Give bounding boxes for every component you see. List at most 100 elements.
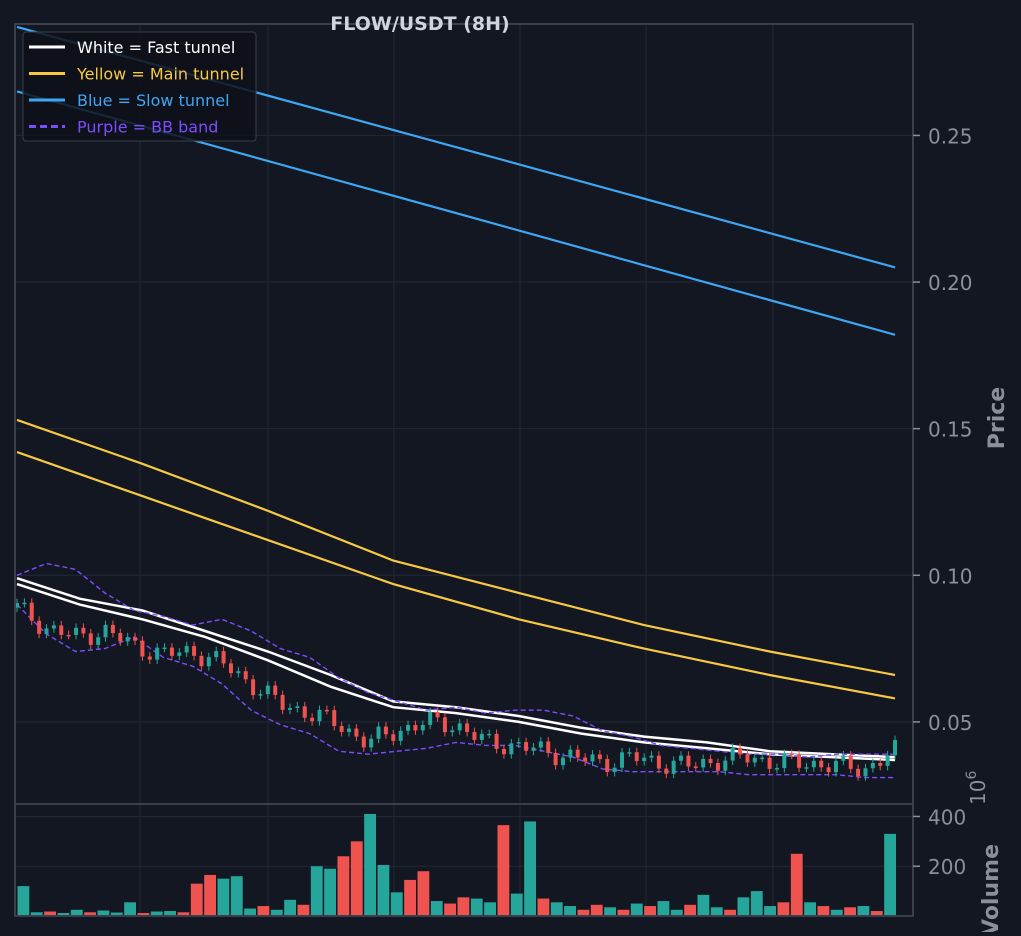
candle-body <box>804 767 809 769</box>
volume-bar <box>350 841 363 916</box>
candle-body <box>354 728 359 737</box>
volume-bar <box>137 913 150 916</box>
candle-body <box>147 656 152 660</box>
candle-body <box>324 709 329 712</box>
candle-body <box>686 755 691 767</box>
candle-body <box>723 760 728 771</box>
candle-body <box>583 757 588 762</box>
candle-body <box>656 755 661 769</box>
volume-bar <box>764 906 776 916</box>
candle-body <box>524 742 529 751</box>
candle-body <box>155 647 160 660</box>
candle-body <box>605 759 610 773</box>
candle-body <box>546 741 551 753</box>
candle-body <box>612 767 617 773</box>
candle-body <box>774 768 779 770</box>
candle-body <box>848 755 853 769</box>
candle-body <box>833 760 838 773</box>
candle-body <box>22 602 27 605</box>
volume-bar <box>590 904 603 916</box>
volume-bar <box>97 910 110 916</box>
candle-body <box>450 730 455 733</box>
candle-body <box>206 657 211 667</box>
volume-bar <box>244 908 256 916</box>
volume-bar <box>630 903 643 916</box>
candle-body <box>413 725 418 731</box>
candle-body <box>553 752 558 766</box>
legend-label-2: Blue = Slow tunnel <box>77 91 230 110</box>
candle-body <box>708 758 713 764</box>
candle-body <box>398 730 403 741</box>
candle-body <box>184 646 189 653</box>
volume-bar <box>724 909 736 916</box>
volume-bars <box>17 813 896 916</box>
candle-body <box>752 757 757 763</box>
candle-body <box>715 763 720 771</box>
volume-bar <box>390 892 403 916</box>
candle-body <box>575 749 580 758</box>
volume-bar <box>884 833 896 916</box>
candle-body <box>487 733 492 736</box>
candle-body <box>516 742 521 744</box>
candle-body <box>745 754 750 763</box>
candle-body <box>870 762 875 769</box>
candle-body <box>649 755 654 758</box>
price-tick-label: 0.15 <box>928 418 973 442</box>
volume-bar <box>644 906 656 916</box>
candle-body <box>347 728 352 733</box>
price-tick-label: 0.05 <box>928 711 973 735</box>
volume-bar <box>204 874 216 916</box>
candle-body <box>472 732 477 740</box>
candle-body <box>391 734 396 741</box>
volume-bar <box>310 866 323 916</box>
candle-body <box>479 733 484 740</box>
candle-body <box>789 753 794 756</box>
candle-body <box>531 747 536 751</box>
volume-tick-label: 400 <box>928 805 966 829</box>
volume-bar <box>604 907 616 916</box>
volume-bar <box>484 902 496 916</box>
candle-body <box>96 637 101 645</box>
volume-bar <box>84 912 96 916</box>
candle-body <box>118 633 123 642</box>
candle-body <box>627 752 632 754</box>
candle-body <box>15 603 19 608</box>
volume-bar <box>684 904 696 916</box>
volume-bar <box>777 902 790 916</box>
volume-bar <box>537 898 550 916</box>
candle-body <box>280 694 285 710</box>
volume-scale-label: 106 <box>964 771 990 805</box>
candle-body <box>885 755 890 766</box>
volume-bar <box>510 893 523 916</box>
candle-body <box>140 640 145 657</box>
candle-body <box>819 760 824 768</box>
volume-bar <box>297 904 310 916</box>
candle-body <box>730 747 735 761</box>
candle-body <box>597 754 602 760</box>
candle-body <box>767 757 772 769</box>
volume-bar <box>110 912 123 916</box>
candle-body <box>428 711 433 725</box>
series-line-3 <box>16 451 896 700</box>
candle-body <box>856 768 861 777</box>
candle-body <box>332 710 337 727</box>
volume-bar <box>857 906 870 916</box>
candle-body <box>169 647 174 656</box>
series-line-0 <box>16 577 896 759</box>
volume-bar <box>444 903 456 916</box>
candle-body <box>560 757 565 766</box>
candle-body <box>199 655 204 667</box>
candle-body <box>317 709 322 722</box>
candle-body <box>435 711 440 718</box>
volume-bar <box>404 879 416 916</box>
volume-bar <box>430 901 443 916</box>
volume-bar <box>30 912 43 916</box>
candle-body <box>501 748 506 755</box>
candle-body <box>214 651 219 658</box>
candle-body <box>797 754 802 768</box>
candle-body <box>811 760 816 768</box>
volume-bar <box>470 898 483 916</box>
volume-bar <box>844 907 856 916</box>
candle-body <box>44 628 49 634</box>
candle-body <box>671 760 676 774</box>
